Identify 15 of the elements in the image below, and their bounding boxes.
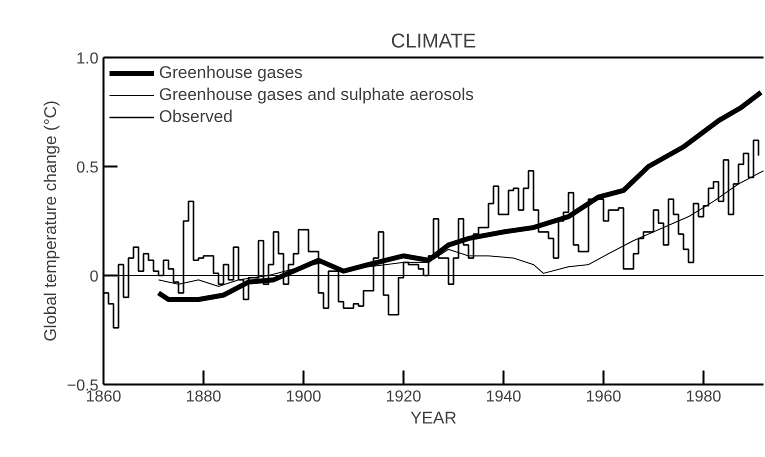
- x-axis-title: YEAR: [410, 408, 457, 428]
- x-tick-label: 1960: [586, 388, 622, 406]
- y-tick-label: 1.0: [76, 50, 99, 68]
- x-tick-label: 1900: [286, 388, 322, 406]
- x-tick-label: 1980: [686, 388, 722, 406]
- y-axis-title: Global temperature change (°C): [40, 100, 60, 342]
- x-tick-label: 1940: [486, 388, 522, 406]
- chart-title: CLIMATE: [390, 30, 476, 52]
- legend-label: Observed: [159, 107, 233, 127]
- legend-label: Greenhouse gases: [159, 63, 303, 83]
- legend-label: Greenhouse gases and sulphate aerosols: [159, 85, 474, 105]
- x-tick-label: 1920: [386, 388, 422, 406]
- y-tick-label: 0.5: [76, 160, 99, 176]
- x-tick-label: 1880: [186, 388, 222, 406]
- y-tick-label: 0: [90, 268, 99, 286]
